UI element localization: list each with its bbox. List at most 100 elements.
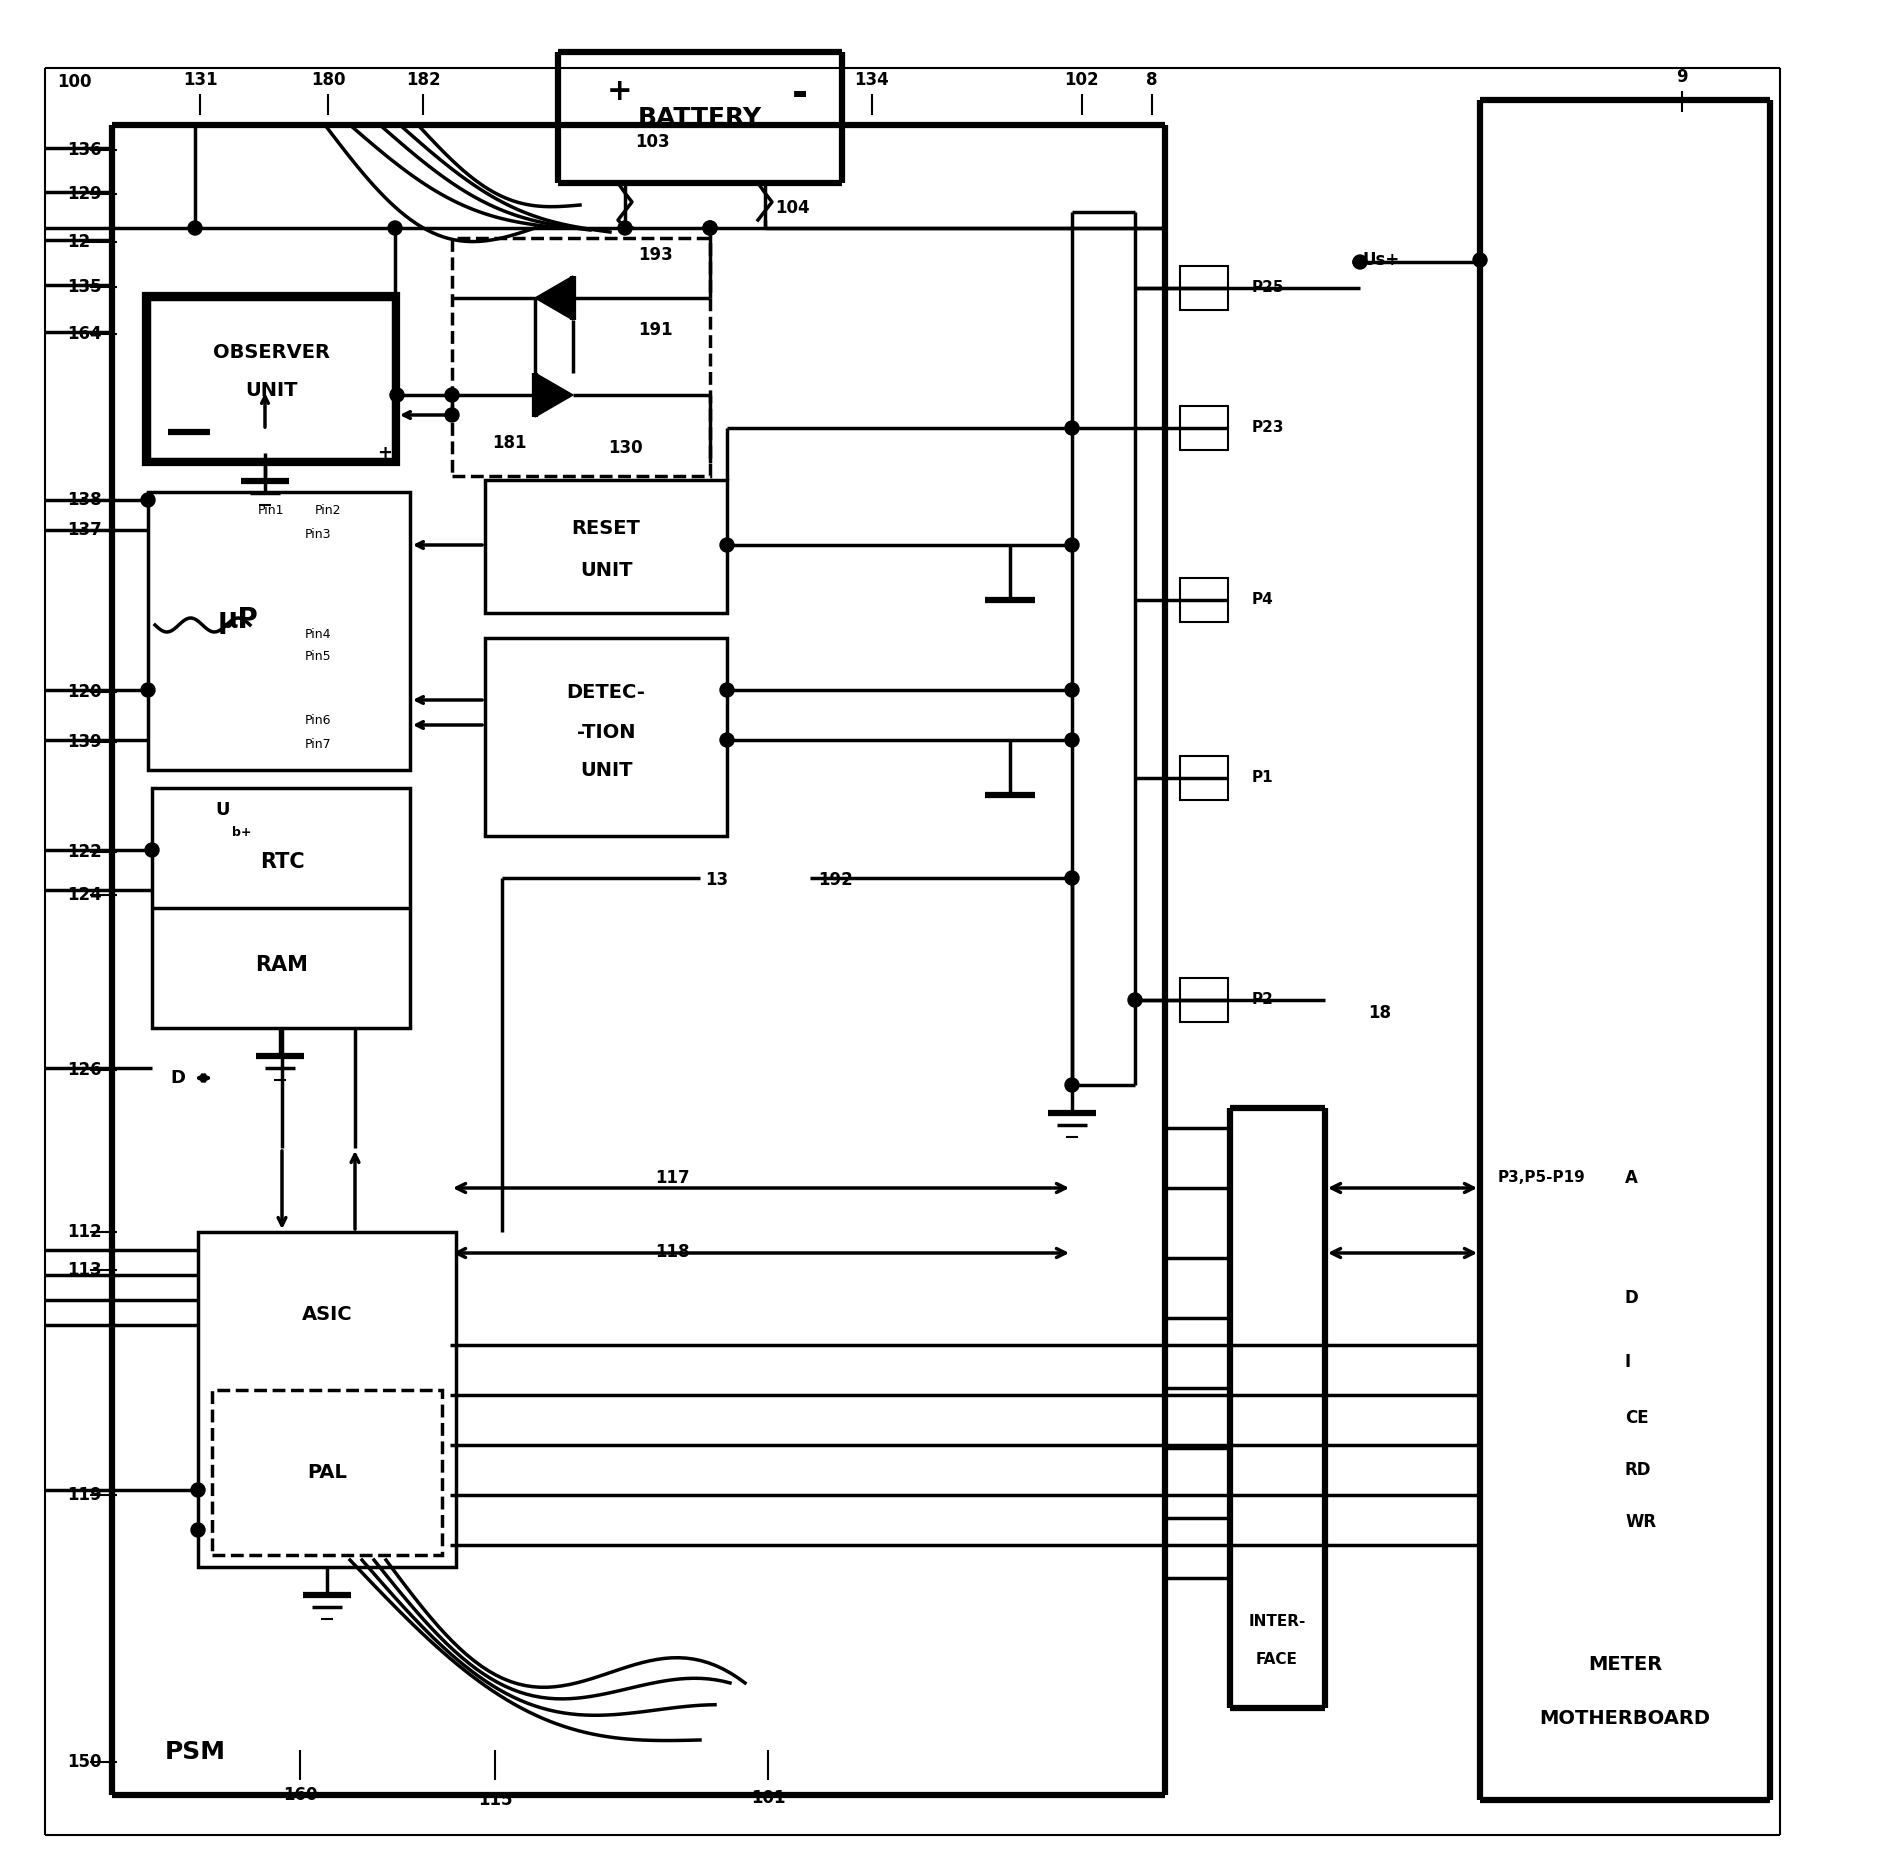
Text: OBSERVER: OBSERVER (213, 343, 329, 361)
Text: Pin2: Pin2 (316, 504, 342, 517)
Text: 117: 117 (654, 1169, 690, 1187)
Circle shape (390, 389, 405, 402)
Text: Pin3: Pin3 (304, 528, 331, 541)
Text: 129: 129 (67, 185, 103, 204)
Polygon shape (534, 372, 572, 417)
Text: 13: 13 (705, 870, 728, 889)
Text: Pin7: Pin7 (304, 739, 331, 752)
Bar (485, 480, 726, 613)
Text: 126: 126 (67, 1061, 101, 1080)
Text: 112: 112 (67, 1222, 101, 1241)
Text: 8: 8 (1146, 70, 1158, 89)
Text: -TION: -TION (576, 722, 635, 741)
Text: U: U (215, 802, 230, 819)
Text: b+: b+ (232, 826, 251, 839)
Text: PAL: PAL (308, 1463, 348, 1482)
Circle shape (1127, 993, 1143, 1007)
Text: A: A (1625, 1169, 1639, 1187)
Text: RD: RD (1625, 1461, 1652, 1480)
Text: Us+: Us+ (1361, 252, 1399, 269)
Text: 12: 12 (67, 233, 89, 252)
Text: 115: 115 (477, 1791, 511, 1809)
Text: 130: 130 (608, 439, 643, 457)
Bar (1181, 756, 1228, 800)
Text: WR: WR (1625, 1513, 1656, 1532)
Text: 102: 102 (1065, 70, 1099, 89)
Text: 124: 124 (67, 885, 103, 904)
Text: P4: P4 (1253, 593, 1274, 607)
Bar (144, 294, 397, 463)
Circle shape (720, 683, 734, 696)
Text: BATTERY: BATTERY (639, 106, 762, 130)
Text: 182: 182 (405, 70, 441, 89)
Circle shape (1354, 256, 1367, 269)
Text: 136: 136 (67, 141, 101, 159)
Text: 193: 193 (639, 246, 673, 265)
Circle shape (1473, 254, 1487, 267)
Text: CE: CE (1625, 1409, 1648, 1428)
Text: P2: P2 (1253, 993, 1274, 1007)
Circle shape (720, 733, 734, 746)
Text: METER: METER (1587, 1656, 1661, 1674)
Bar (213, 1391, 443, 1556)
Circle shape (141, 493, 156, 507)
Text: 192: 192 (817, 870, 854, 889)
Text: UNIT: UNIT (245, 380, 297, 400)
Bar (1181, 578, 1228, 622)
Bar (148, 493, 411, 770)
Text: 100: 100 (57, 72, 91, 91)
Circle shape (190, 1483, 205, 1496)
Text: 137: 137 (67, 520, 103, 539)
Text: Pin1: Pin1 (259, 504, 285, 517)
Text: UNIT: UNIT (580, 561, 633, 580)
Bar (148, 298, 394, 459)
Text: ASIC: ASIC (302, 1306, 352, 1324)
Bar (485, 637, 726, 835)
Text: MOTHERBOARD: MOTHERBOARD (1540, 1709, 1711, 1728)
Text: +: + (378, 444, 392, 461)
Text: 131: 131 (182, 70, 217, 89)
Circle shape (144, 843, 160, 857)
Circle shape (1065, 683, 1080, 696)
Circle shape (188, 220, 202, 235)
Text: D: D (171, 1069, 186, 1087)
Text: 101: 101 (751, 1789, 785, 1808)
Circle shape (445, 389, 458, 402)
Text: FACE: FACE (1257, 1652, 1298, 1667)
Circle shape (190, 1522, 205, 1537)
Text: 118: 118 (654, 1243, 690, 1261)
Text: 122: 122 (67, 843, 103, 861)
Text: 138: 138 (67, 491, 101, 509)
Circle shape (703, 220, 717, 235)
Text: RTC: RTC (260, 852, 304, 872)
Text: 9: 9 (1677, 69, 1688, 85)
Text: μP: μP (217, 606, 259, 633)
Text: INTER-: INTER- (1249, 1615, 1306, 1630)
Bar (1181, 406, 1228, 450)
Text: DETEC-: DETEC- (566, 683, 646, 702)
Text: RAM: RAM (255, 956, 308, 974)
Text: PSM: PSM (165, 1741, 226, 1763)
Text: 160: 160 (283, 1785, 317, 1804)
Text: P23: P23 (1253, 420, 1285, 435)
Text: 180: 180 (310, 70, 346, 89)
Text: RESET: RESET (572, 519, 641, 537)
Text: 119: 119 (67, 1485, 101, 1504)
Text: 104: 104 (776, 198, 810, 217)
Circle shape (618, 220, 631, 235)
Circle shape (720, 537, 734, 552)
Text: Pin6: Pin6 (304, 713, 331, 726)
Text: UNIT: UNIT (580, 761, 633, 780)
Bar (152, 787, 411, 1028)
Text: 139: 139 (67, 733, 103, 752)
Text: P3,P5-P19: P3,P5-P19 (1498, 1170, 1585, 1185)
Text: P25: P25 (1253, 280, 1285, 296)
Text: 120: 120 (67, 683, 101, 702)
Text: P1: P1 (1253, 770, 1274, 785)
Bar (1181, 978, 1228, 1022)
Text: 113: 113 (67, 1261, 101, 1280)
Text: I: I (1625, 1354, 1631, 1370)
Text: 150: 150 (67, 1754, 101, 1771)
Circle shape (1065, 537, 1080, 552)
Circle shape (1065, 870, 1080, 885)
